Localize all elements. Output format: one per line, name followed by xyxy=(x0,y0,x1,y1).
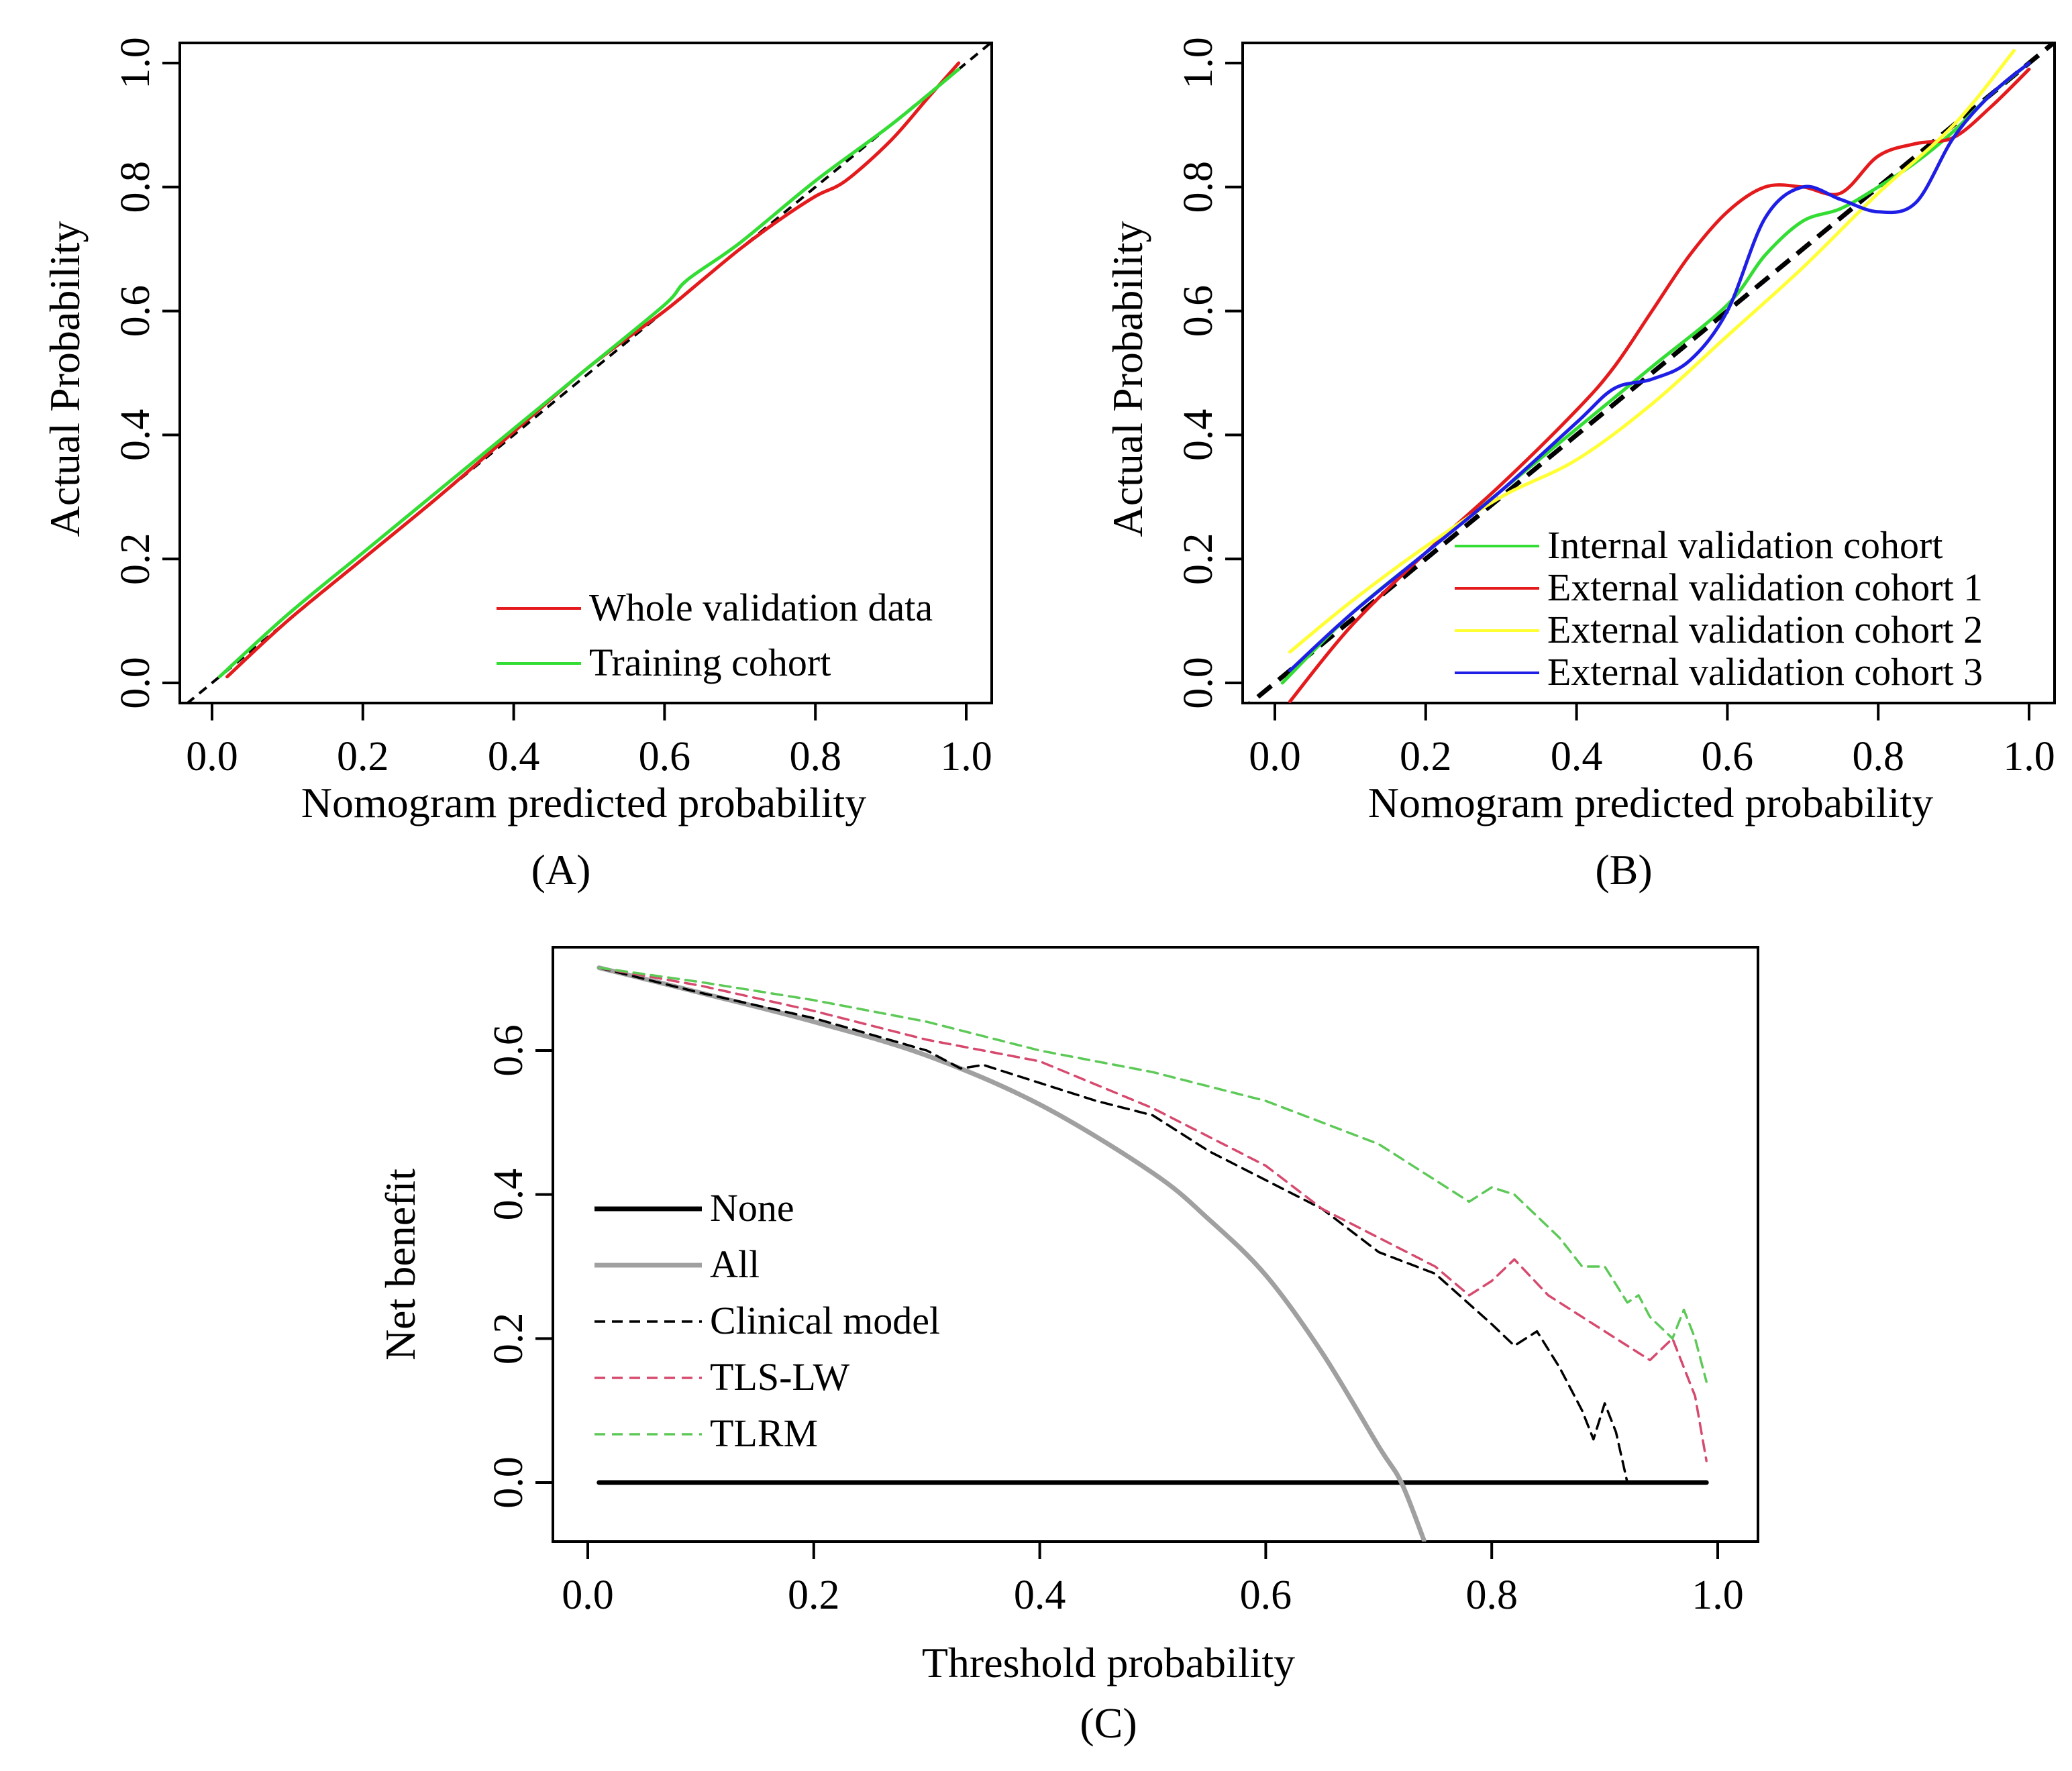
panel-a-legend: Whole validation data Training cohort xyxy=(497,586,933,684)
panel-b-ideal-reference-line xyxy=(1246,43,2055,703)
panel-a-legend-label-training-cohort: Training cohort xyxy=(589,641,831,684)
panel-b-x-tick-label: 0.6 xyxy=(1702,734,1754,780)
panel-a-x-tick-label: 0.2 xyxy=(337,734,389,780)
panel-a-y-tick-label: 0.8 xyxy=(113,161,158,213)
panel-b-series-external-validation-cohort-3-line xyxy=(1288,61,2031,672)
panel-b-plot-frame xyxy=(1241,42,2056,704)
panel-a-series-training-cohort-line xyxy=(217,67,961,679)
panel-a-y-tick-label: 0.0 xyxy=(113,657,158,709)
panel-a-label: (A) xyxy=(531,846,591,894)
panel-c-x-tick-label: 0.2 xyxy=(788,1572,840,1618)
panel-c-y-tick-label: 0.2 xyxy=(486,1313,531,1365)
panel-a-x-tick-label: 0.8 xyxy=(789,734,841,780)
panel-a-calibration-plot: 0.0 0.2 0.4 0.6 0.8 1.0 0.0 0.2 0.4 0.6 0.8 1.0 Whol… xyxy=(113,37,993,780)
panel-a-x-tick-label: 1.0 xyxy=(940,734,992,780)
panel-a-y-tick-label: 0.2 xyxy=(113,533,158,585)
panel-c-label: (C) xyxy=(1080,1699,1137,1747)
panel-a-legend-label-whole-validation-data: Whole validation data xyxy=(589,586,933,629)
panel-b-label: (B) xyxy=(1595,846,1652,894)
panel-c-x-tick-label: 0.8 xyxy=(1465,1572,1518,1618)
panel-b-x-tick-label: 0.0 xyxy=(1249,734,1301,780)
panel-a-x-tick-label: 0.6 xyxy=(639,734,691,780)
panel-c-y-tick-label: 0.6 xyxy=(486,1024,531,1077)
panel-c-x-tick-label: 0.0 xyxy=(562,1572,614,1618)
panel-b-y-tick-label: 0.6 xyxy=(1176,285,1221,337)
panel-c-x-tick-label: 1.0 xyxy=(1692,1572,1744,1618)
panel-a-y-tick-label: 0.4 xyxy=(113,409,158,462)
panel-b-y-tick-label: 1.0 xyxy=(1176,37,1221,89)
panel-c-y-axis-title: Net benefit xyxy=(376,1169,424,1360)
panel-b-y-axis-title: Actual Probability xyxy=(1104,221,1151,537)
panel-c-x-tick-label: 0.4 xyxy=(1014,1572,1066,1618)
panel-b-legend-label-internal-validation-cohort: Internal validation cohort xyxy=(1547,523,1943,567)
panel-c-legend: None All Clinical model TLS-LW TLRM xyxy=(594,1186,940,1455)
panel-c-y-tick-label: 0.4 xyxy=(486,1169,531,1221)
panel-b-x-axis-title: Nomogram predicted probability xyxy=(1368,779,1933,826)
panel-c-decision-curve: 0.0 0.2 0.4 0.6 0.8 1.0 0.0 0.2 0.4 0.6 None All Cli… xyxy=(486,946,1759,1618)
panel-c-series-all-line xyxy=(597,965,1427,1542)
panel-c-legend-label-none: None xyxy=(710,1186,794,1230)
panel-a-x-tick-label: 0.0 xyxy=(186,734,238,780)
panel-c-plot-area xyxy=(597,965,1709,1542)
panel-c-plot-frame xyxy=(552,946,1759,1543)
panel-c-legend-label-clinical-model: Clinical model xyxy=(710,1299,940,1342)
panel-c-series-tls-lw-line xyxy=(598,966,1708,1462)
panel-b-y-tick-label: 0.8 xyxy=(1176,161,1221,213)
panel-b-series-external-validation-cohort-2-line xyxy=(1288,49,2016,654)
panel-b-plot-area xyxy=(1246,43,2055,703)
panel-c-legend-label-tlrm: TLRM xyxy=(710,1411,818,1455)
panel-a-plot-area xyxy=(185,43,992,703)
panel-b-legend-label-external-validation-cohort-1: External validation cohort 1 xyxy=(1547,566,1983,609)
panel-b-calibration-plot: 0.0 0.2 0.4 0.6 0.8 1.0 0.0 0.2 0.4 0.6 0.8 1.0 Inte… xyxy=(1176,37,2056,780)
panel-a-y-tick-label: 0.6 xyxy=(113,285,158,337)
panel-b-x-tick-label: 0.8 xyxy=(1852,734,1904,780)
panel-c-y-tick-label: 0.0 xyxy=(486,1456,531,1509)
panel-c-x-tick-label: 0.6 xyxy=(1240,1572,1292,1618)
panel-b-y-tick-label: 0.4 xyxy=(1176,409,1221,462)
panel-b-x-tick-label: 0.2 xyxy=(1400,734,1452,780)
panel-b-legend-label-external-validation-cohort-2: External validation cohort 2 xyxy=(1547,608,1983,651)
panel-a-series-whole-validation-data-line xyxy=(225,61,961,679)
panel-a-plot-frame xyxy=(178,42,993,704)
panel-b-legend-label-external-validation-cohort-3: External validation cohort 3 xyxy=(1547,650,1983,694)
panel-b-y-tick-label: 0.2 xyxy=(1176,533,1221,585)
panel-a-x-tick-label: 0.4 xyxy=(488,734,540,780)
panel-c-legend-label-all: All xyxy=(710,1242,760,1286)
panel-a-y-axis-title: Actual Probability xyxy=(41,221,89,537)
panel-c-series-tlrm-line xyxy=(598,966,1708,1383)
panel-b-y-tick-label: 0.0 xyxy=(1176,657,1221,709)
panel-a-x-axis-title: Nomogram predicted probability xyxy=(301,779,866,826)
panel-b-x-tick-label: 1.0 xyxy=(2003,734,2055,780)
panel-c-x-axis-title: Threshold probability xyxy=(922,1639,1295,1686)
panel-b-x-tick-label: 0.4 xyxy=(1551,734,1603,780)
panel-c-legend-label-tls-lw: TLS-LW xyxy=(710,1355,850,1399)
panel-a-y-tick-label: 1.0 xyxy=(113,37,158,89)
